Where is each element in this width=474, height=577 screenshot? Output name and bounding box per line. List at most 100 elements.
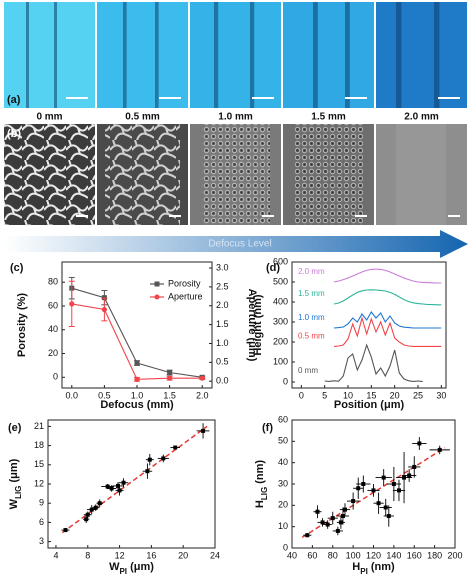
optical-image [190,2,281,108]
x-tick-label: 25 [413,390,423,400]
point [147,457,152,462]
label-part: W [8,498,20,509]
label-part: (nm) [368,561,395,573]
trench-line [250,2,255,108]
image-label: 1.0 mm [218,112,253,123]
point [305,533,310,538]
trench-line [434,2,440,108]
label-part: LIG [14,486,23,499]
point [167,370,173,376]
x-tick-label: 20 [390,390,400,400]
y2-tick-label: 1.0 [216,338,229,348]
x-tick-label: 120 [366,550,381,560]
arrow-label: Defocus Level [208,239,271,250]
plot-frame [47,419,216,549]
point [386,514,391,518]
y-tick-label: 60 [278,414,288,424]
panel-label: (b) [7,128,21,140]
y-tick-label: 20 [48,348,58,358]
point [320,520,325,525]
x-tick-label: 0.0 [66,390,79,400]
plot-frame [291,261,447,389]
point [89,507,94,512]
y-tick-label: 300 [273,316,288,326]
label-part: H [352,561,360,573]
panel-label: (c) [10,262,24,274]
point [101,306,107,313]
panel-label: (a) [7,94,21,106]
y-tick-label: 6 [39,517,44,527]
x-label: Position (μm) [334,399,405,411]
legend-marker [154,294,160,300]
point [325,522,330,527]
point [356,486,361,491]
x-tick-label: 0.5 [98,390,111,400]
sem-texture [4,124,95,225]
panel-label: (e) [8,422,22,434]
trench-line [313,2,318,108]
y-tick-label: 200 [273,336,288,346]
point [105,484,110,489]
y-tick-label: 100 [273,356,288,366]
y-label: WLIG (μm) [8,458,23,509]
image-label: 2.0 mm [404,112,439,123]
y-tick-label: 600 [273,256,288,266]
point [69,301,75,307]
point [145,469,150,474]
x-tick-label: 15 [366,390,376,400]
panel-label: (f) [262,422,273,434]
point [199,375,205,381]
point [84,517,89,522]
y-tick-label: 30 [278,478,288,488]
x-tick-label: 1.5 [163,390,176,400]
y2-tick-label: 0.5 [216,357,229,367]
series-line [324,343,423,383]
optical-image [97,2,188,108]
y2-label: Aperture (μm) [246,289,258,362]
trench-line [54,2,57,108]
x-label: HPI (nm) [352,561,395,576]
y-tick-label: 10 [278,521,288,531]
x-tick-label: 180 [427,550,442,560]
label-part: LIG [260,487,269,500]
point [412,464,417,469]
trench-line [214,2,219,108]
x-tick-label: 8 [85,550,90,560]
point [93,505,98,510]
point [63,528,68,533]
x-tick-label: 140 [386,550,401,560]
x-label: Defocus (mm) [100,399,174,411]
point [396,488,401,493]
point [402,475,407,480]
panel-label: (d) [266,262,280,274]
optical-image [283,2,374,108]
series-line [333,315,442,347]
y-tick-label: 12 [34,478,44,488]
x-tick-label: 40 [287,550,297,560]
series-line [333,289,442,306]
series-label: 0.5 mm [298,332,325,341]
point [417,441,422,446]
y2-tick-label: 0.0 [216,376,229,386]
label-part: PI [360,567,368,576]
legend-label: Aperture [168,291,203,301]
point [121,480,126,485]
y-tick-label: 500 [273,276,288,286]
y2-tick-label: 2.0 [216,300,229,310]
sem-texture [105,124,180,225]
x-tick-label: 20 [178,550,188,560]
x-tick-label: 0 [299,390,304,400]
y-tick-label: 21 [34,421,44,431]
y-label: Height (nm) [252,294,264,355]
series-line [333,268,442,284]
sem-texture [202,124,270,225]
optical-image [4,2,95,108]
y2-tick-label: 1.5 [216,319,229,329]
x-tick-label: 60 [307,550,317,560]
point [371,488,376,493]
optical-image [376,2,467,108]
x-tick-label: 200 [447,550,462,560]
series-line [71,303,203,380]
y-tick-label: 20 [278,500,288,510]
